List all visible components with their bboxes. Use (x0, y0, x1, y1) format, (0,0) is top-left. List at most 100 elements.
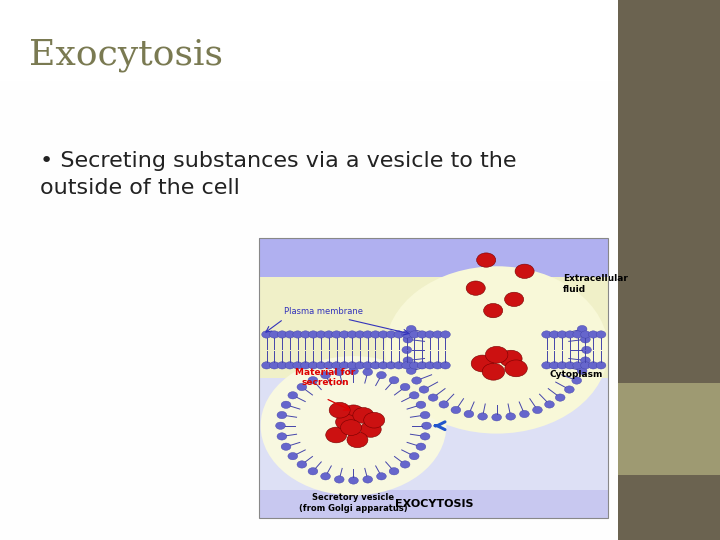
Bar (0, 270, 618, 297)
Circle shape (478, 413, 487, 420)
Circle shape (285, 331, 294, 338)
Circle shape (402, 362, 411, 369)
Circle shape (580, 331, 590, 338)
Text: Cytoplasm: Cytoplasm (549, 369, 603, 379)
Circle shape (293, 331, 302, 338)
Circle shape (301, 362, 310, 369)
Bar (0, 81, 618, 108)
Text: Secretory vesicle
(from Golgi apparatus): Secretory vesicle (from Golgi apparatus) (300, 492, 408, 513)
Bar (259, 490, 608, 518)
Text: • Secreting substances via a vesicle to the
outside of the cell: • Secreting substances via a vesicle to … (40, 151, 516, 198)
Circle shape (297, 461, 307, 468)
Circle shape (565, 331, 575, 338)
Circle shape (348, 367, 359, 375)
Circle shape (596, 331, 606, 338)
Circle shape (565, 362, 575, 369)
Circle shape (390, 468, 399, 475)
Text: Plasma membrane: Plasma membrane (284, 307, 363, 316)
Bar (0, 162, 618, 189)
Circle shape (580, 362, 590, 369)
Circle shape (477, 253, 496, 267)
Circle shape (439, 401, 449, 408)
Circle shape (377, 372, 387, 379)
Bar (259, 238, 608, 518)
Circle shape (336, 414, 356, 430)
Circle shape (394, 331, 404, 338)
Circle shape (596, 362, 606, 369)
Circle shape (379, 362, 388, 369)
Circle shape (580, 336, 590, 343)
Circle shape (316, 331, 326, 338)
Circle shape (400, 461, 410, 468)
Circle shape (580, 357, 590, 364)
Text: Extracellular
fluid: Extracellular fluid (563, 274, 628, 294)
Circle shape (506, 413, 516, 420)
Circle shape (261, 331, 271, 338)
Circle shape (261, 356, 446, 495)
Circle shape (412, 377, 421, 384)
Circle shape (343, 405, 364, 421)
Bar (0, 513, 618, 540)
Bar (0, 189, 618, 216)
Circle shape (402, 331, 411, 338)
Circle shape (355, 362, 365, 369)
Bar (0, 216, 618, 243)
Circle shape (347, 362, 357, 369)
Circle shape (390, 376, 399, 384)
Circle shape (420, 411, 430, 418)
Circle shape (544, 401, 554, 408)
Circle shape (425, 362, 435, 369)
Circle shape (573, 362, 582, 369)
Circle shape (482, 363, 505, 380)
Circle shape (334, 476, 344, 483)
Bar (0, 324, 618, 351)
Circle shape (428, 394, 438, 401)
Bar (0, 351, 618, 378)
Circle shape (588, 331, 598, 338)
Circle shape (261, 362, 271, 369)
Circle shape (515, 264, 534, 279)
Circle shape (282, 443, 291, 450)
Circle shape (422, 422, 431, 429)
Bar (0, 405, 618, 432)
Circle shape (282, 401, 291, 408)
Circle shape (379, 331, 388, 338)
Circle shape (324, 362, 333, 369)
Circle shape (505, 360, 527, 377)
Circle shape (371, 362, 380, 369)
Circle shape (324, 331, 333, 338)
Circle shape (348, 477, 359, 484)
Circle shape (363, 476, 372, 483)
Circle shape (433, 331, 443, 338)
Circle shape (557, 362, 567, 369)
Circle shape (308, 468, 318, 475)
Bar (0, 243, 618, 270)
Circle shape (520, 410, 529, 417)
Circle shape (466, 281, 485, 295)
Circle shape (541, 362, 552, 369)
Bar (0, 108, 618, 135)
Circle shape (277, 433, 287, 440)
Circle shape (353, 408, 374, 423)
Circle shape (347, 331, 357, 338)
Bar (0, 0, 618, 27)
Circle shape (505, 292, 523, 307)
Circle shape (471, 355, 494, 372)
Bar (0, 297, 618, 324)
Circle shape (334, 368, 344, 376)
Circle shape (419, 386, 429, 393)
Bar (618, 475, 720, 540)
Circle shape (433, 362, 443, 369)
Circle shape (332, 331, 341, 338)
Circle shape (588, 362, 598, 369)
Circle shape (371, 331, 380, 338)
Circle shape (355, 331, 365, 338)
Bar (259, 378, 608, 490)
Circle shape (308, 376, 318, 384)
Circle shape (410, 392, 419, 399)
Circle shape (308, 362, 318, 369)
Circle shape (297, 383, 307, 390)
Circle shape (410, 331, 419, 338)
Circle shape (557, 331, 567, 338)
Bar (0, 135, 618, 162)
